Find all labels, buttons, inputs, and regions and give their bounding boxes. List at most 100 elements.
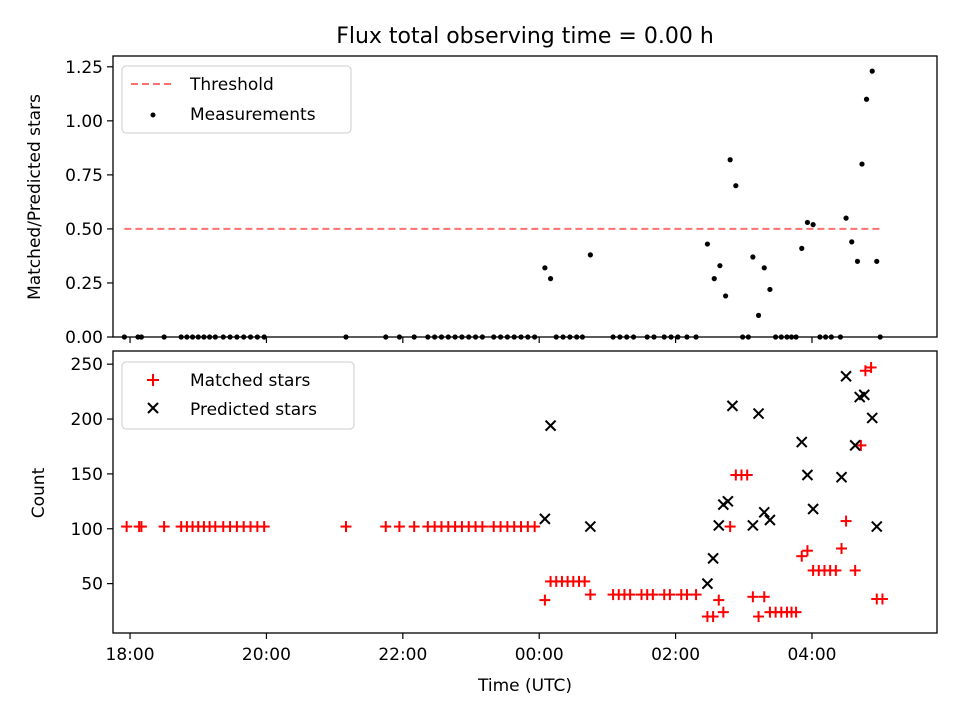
bottom-y-axis-label: Count	[29, 467, 49, 518]
predicted-stars-point	[807, 503, 819, 515]
measurement-point	[874, 258, 880, 264]
predicted-stars-point	[713, 519, 725, 532]
measurement-point	[547, 276, 554, 282]
bottom-axes-frame	[112, 350, 938, 634]
top-legend-box	[121, 65, 352, 134]
measurement-point	[750, 254, 756, 260]
x-tick-label: 20:00	[242, 645, 291, 665]
x-tick-label: 00:00	[515, 645, 564, 665]
measurement-point	[542, 265, 548, 271]
matched-stars-point	[539, 594, 551, 606]
predicted-stars-point	[707, 552, 719, 565]
matched-stars-point	[724, 521, 736, 533]
measurement-point	[767, 286, 773, 293]
matched-stars-point	[579, 575, 591, 587]
bottom-y-tick-label: 250	[71, 355, 103, 375]
top-y-ticks: 0.00 0.25 0.50 0.75 1.00 1.25	[65, 58, 113, 348]
matched-stars-point	[741, 469, 753, 481]
matched-stars-point	[380, 521, 392, 533]
measurement-point	[810, 222, 816, 228]
measurement-point	[711, 276, 717, 282]
predicted-stars-point	[849, 439, 861, 452]
top-y-tick-label: 1.00	[65, 112, 103, 132]
measurement-point	[869, 68, 875, 74]
matched-stars-point	[855, 439, 867, 451]
measurement-point	[587, 252, 593, 258]
measurement-point	[727, 157, 733, 163]
bottom-plot-marks	[121, 361, 888, 623]
predicted-stars-point	[858, 389, 870, 401]
predicted-stars-point	[722, 495, 734, 508]
top-y-tick-label: 0.00	[65, 328, 103, 348]
x-tick-label: 22:00	[378, 645, 427, 665]
measurement-point	[704, 241, 711, 247]
bottom-y-tick-label: 50	[81, 575, 103, 595]
measurement-point	[755, 312, 762, 318]
predicted-stars-point	[801, 469, 814, 481]
matched-stars-point	[624, 589, 636, 601]
threshold-legend-label: Threshold	[189, 75, 274, 95]
x-tick-label: 02:00	[651, 645, 700, 665]
predicted-stars-point	[752, 407, 765, 420]
measurement-point	[733, 183, 739, 189]
predicted-stars-point	[796, 436, 808, 448]
top-y-tick-label: 0.75	[65, 166, 103, 186]
predicted-stars-point	[840, 370, 852, 382]
predicted-stars-legend-swatch	[147, 402, 159, 414]
matched-stars-point	[747, 591, 759, 603]
top-panel: 0.00 0.25 0.50 0.75 1.00 1.25 Matched/Predict…	[25, 55, 938, 348]
measurement-point	[761, 265, 767, 271]
matched-stars-point	[840, 515, 852, 527]
measurements-legend-label: Measurements	[190, 105, 316, 125]
measurement-point	[804, 219, 811, 226]
matched-stars-point	[707, 611, 719, 623]
measurement-point	[849, 239, 855, 245]
x-tick-label: 18:00	[106, 645, 155, 665]
bottom-y-ticks: 50 100 150 200 250	[71, 355, 113, 595]
measurement-point	[854, 258, 861, 264]
matched-stars-point	[408, 521, 420, 533]
predicted-stars-point	[758, 506, 770, 519]
bottom-legend-box	[121, 361, 355, 430]
matched-stars-point	[158, 521, 170, 533]
x-tick-label: 04:00	[787, 645, 836, 665]
matched-stars-point	[584, 589, 596, 601]
predicted-stars-legend-label: Predicted stars	[190, 400, 317, 420]
matched-stars-point	[849, 564, 861, 576]
matched-stars-point	[753, 611, 765, 623]
top-y-tick-label: 0.50	[65, 220, 103, 240]
bottom-y-tick-label: 150	[71, 465, 103, 485]
predicted-stars-point	[701, 577, 714, 590]
top-y-tick-label: 1.25	[65, 58, 103, 78]
bottom-y-tick-label: 200	[71, 410, 103, 430]
measurement-point	[863, 96, 870, 102]
matched-stars-point	[121, 521, 133, 533]
measurement-point	[859, 161, 865, 167]
predicted-stars-point	[871, 520, 883, 533]
predicted-stars-point	[584, 520, 597, 533]
bottom-legend: Matched stars Predicted stars	[121, 361, 355, 430]
matched-stars-point	[713, 594, 725, 606]
matched-stars-point	[393, 521, 405, 533]
top-x-ticks	[129, 337, 813, 343]
matched-stars-point	[476, 521, 488, 533]
measurement-point	[723, 293, 729, 299]
matched-stars-point	[690, 589, 702, 601]
matched-stars-point	[647, 589, 659, 601]
matched-stars-point	[258, 521, 270, 533]
top-legend: Threshold Measurements	[121, 65, 352, 134]
measurements-legend-swatch	[150, 112, 156, 118]
matched-stars-point	[790, 606, 802, 618]
matched-stars-point	[529, 521, 541, 533]
matched-stars-point	[135, 521, 147, 533]
measurement-point	[799, 245, 805, 251]
matched-stars-point	[340, 521, 352, 533]
top-axes-frame	[112, 55, 938, 338]
chart-title: Flux total observing time = 0.00 h	[336, 24, 714, 49]
predicted-stars-point	[835, 471, 848, 483]
matched-stars-point	[876, 593, 888, 605]
matched-stars-point	[801, 545, 813, 557]
matched-stars-point	[758, 591, 770, 603]
bottom-x-ticks: 18:00 20:00 22:00 00:00 02:00 04:00	[106, 633, 836, 665]
